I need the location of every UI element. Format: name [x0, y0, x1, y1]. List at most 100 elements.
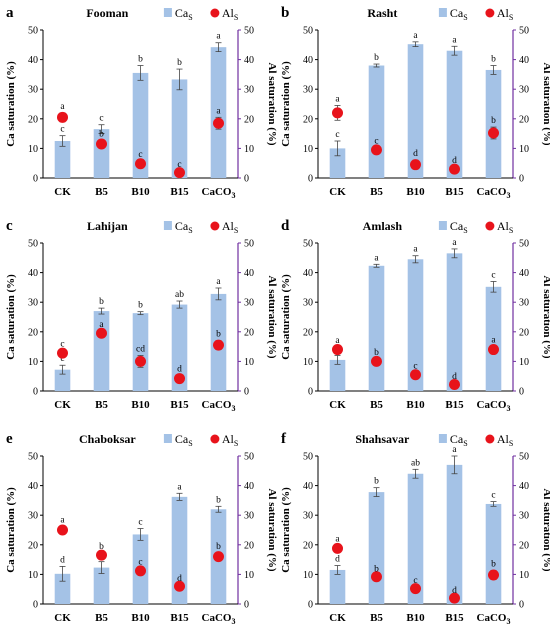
significance-letter-al: a [99, 320, 104, 330]
y-tick-label-right: 40 [519, 481, 529, 492]
y-tick-label-left: 50 [28, 26, 38, 37]
y-tick-label-left: 20 [28, 114, 38, 125]
significance-letter-al: d [452, 156, 457, 166]
x-tick-label: CK [54, 612, 71, 624]
bar-ca [54, 573, 71, 604]
significance-letter-al: b [99, 129, 104, 139]
significance-letter-ca: c [491, 491, 495, 501]
y-tick-label-right: 10 [519, 357, 529, 368]
y-tick-label-right: 20 [519, 114, 529, 125]
significance-letter-ca: a [413, 245, 418, 255]
panel-letter: a [6, 5, 14, 21]
y-tick-label-right: 0 [519, 174, 524, 185]
significance-letter-ca: b [138, 55, 143, 65]
point-al [96, 549, 107, 561]
y-tick-label-right: 0 [244, 387, 249, 398]
y-tick-label-left: 0 [33, 174, 38, 185]
y-tick-label-right: 20 [244, 327, 254, 338]
significance-letter-al: c [413, 576, 417, 586]
legend-ca-label: CaS [175, 219, 193, 235]
legend-ca-swatch [438, 221, 447, 230]
y-tick-label-left: 20 [28, 540, 38, 551]
y-tick-label-right: 30 [244, 85, 254, 96]
legend-al-label: AlS [222, 432, 238, 448]
significance-letter-ca: a [216, 32, 221, 42]
x-tick-label: B10 [406, 612, 425, 624]
significance-letter-ca: c [60, 354, 64, 364]
point-al [410, 159, 421, 171]
significance-letter-al: d [452, 586, 457, 596]
y-tick-label-right: 20 [244, 540, 254, 551]
point-al [174, 580, 185, 592]
significance-letter-al: cd [136, 344, 145, 354]
y-tick-label-left: 50 [303, 239, 313, 250]
panel-b: b Rasht CaS AlS 0 10 20 30 40 50 0 10 20 30 40 50 Ca sat… [280, 5, 550, 200]
x-tick-label: B5 [95, 612, 108, 624]
y-axis-label-right: Al saturation (%) [266, 62, 278, 145]
y-axis-label-left: Ca saturation (%) [280, 274, 292, 360]
y-tick-label-left: 40 [303, 55, 313, 66]
significance-letter-ca: a [216, 277, 221, 287]
y-tick-label-left: 20 [303, 327, 313, 338]
significance-letter-ca: b [491, 55, 496, 65]
y-tick-label-left: 10 [28, 570, 38, 581]
x-tick-label: CaCO3 [202, 612, 236, 626]
significance-letter-ca: b [138, 301, 143, 311]
y-tick-label-right: 30 [519, 85, 529, 96]
significance-letter-ca: a [452, 35, 457, 45]
legend-al-swatch [485, 8, 495, 18]
point-al [135, 565, 146, 577]
y-tick-label-left: 20 [28, 327, 38, 338]
significance-letter-ca: c [138, 518, 142, 528]
significance-letter-al: c [60, 340, 64, 350]
y-tick-label-right: 50 [519, 239, 529, 250]
y-tick-label-right: 10 [244, 144, 254, 155]
significance-letter-al: d [177, 365, 182, 375]
bar-ca [368, 65, 385, 178]
legend-al-label: AlS [497, 6, 513, 22]
x-tick-label: CK [54, 399, 71, 411]
significance-letter-ca: c [99, 114, 103, 124]
y-tick-label-right: 0 [244, 174, 249, 185]
legend-ca-label: CaS [175, 6, 193, 22]
point-al [135, 158, 146, 170]
y-tick-label-right: 20 [244, 114, 254, 125]
y-tick-label-left: 0 [308, 387, 313, 398]
bar-ca [210, 47, 227, 178]
y-tick-label-left: 30 [28, 511, 38, 522]
point-al [410, 369, 421, 381]
y-axis-label-left: Ca saturation (%) [280, 61, 292, 147]
y-tick-label-left: 40 [28, 481, 38, 492]
x-tick-label: CaCO3 [477, 612, 511, 626]
point-al [96, 138, 107, 150]
y-tick-label-right: 0 [244, 600, 249, 611]
legend-al-swatch [210, 221, 220, 231]
y-tick-label-left: 30 [303, 85, 313, 96]
significance-letter-al: b [216, 330, 221, 340]
bar-ca [54, 369, 71, 391]
bar-ca [171, 79, 188, 178]
legend-ca-label: CaS [450, 432, 468, 448]
legend-al-swatch [485, 434, 495, 444]
point-al [174, 167, 185, 179]
bar-ca [329, 359, 346, 391]
bar-ca [329, 569, 346, 604]
point-al [449, 592, 460, 604]
point-al [213, 339, 224, 351]
x-tick-label: B5 [95, 399, 108, 411]
bar-ca [446, 50, 463, 178]
panel-f: f Shahsavar CaS AlS 0 10 20 30 40 50 0 10 20 30 40 50 Ca… [280, 431, 550, 626]
panel-letter: d [281, 218, 290, 234]
significance-letter-al: d [177, 574, 182, 584]
point-al [371, 144, 382, 156]
legend-al-label: AlS [497, 432, 513, 448]
panel-title: Amlash [363, 219, 403, 233]
legend-al-swatch [210, 8, 220, 18]
bar-ca [485, 286, 502, 391]
y-tick-label-right: 40 [244, 268, 254, 279]
panel-title: Chaboksar [79, 432, 136, 446]
point-al [174, 373, 185, 385]
y-axis-label-left: Ca saturation (%) [5, 274, 17, 360]
y-tick-label-right: 50 [519, 26, 529, 37]
y-tick-label-left: 10 [28, 357, 38, 368]
